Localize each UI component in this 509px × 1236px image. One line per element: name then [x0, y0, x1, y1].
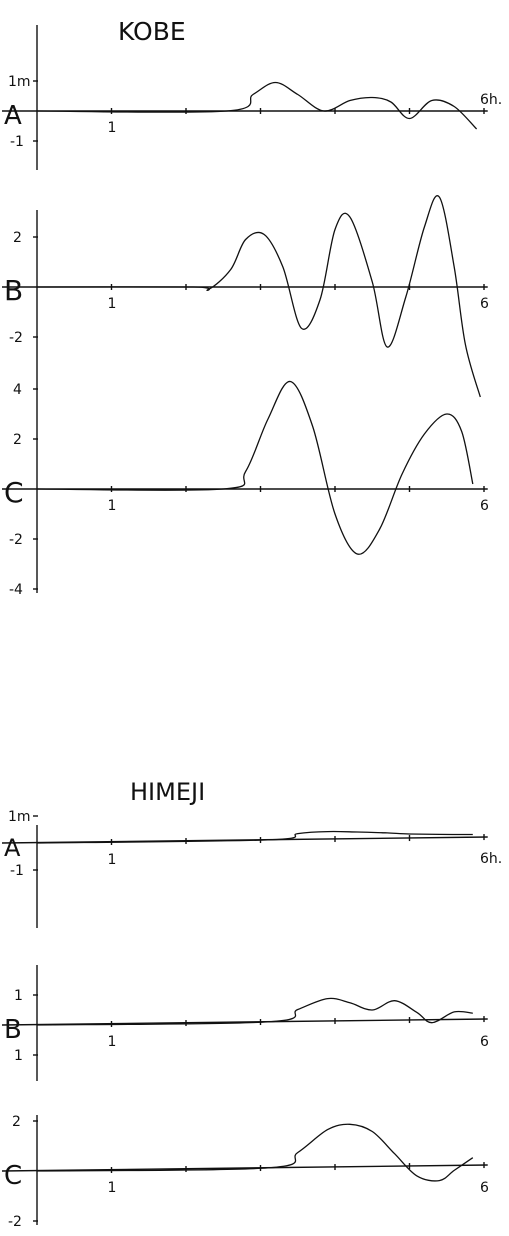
- series-line: [36, 997, 473, 1026]
- x-axis: [1, 1018, 488, 1026]
- x-end-label: 6h.: [480, 92, 502, 108]
- x-tick-label: 6: [480, 1180, 489, 1196]
- panel-letter: C: [4, 476, 24, 509]
- y-tick-label: 1: [14, 1048, 23, 1064]
- x-tick-label: 6: [480, 1034, 489, 1050]
- x-tick-label: 1: [108, 498, 117, 514]
- y-tick-label: -2: [8, 1214, 22, 1230]
- series-line: [36, 81, 478, 130]
- panel-himeji-b: B 1 611: [1, 965, 489, 1081]
- panel-letter: B: [4, 274, 23, 307]
- panel-kobe-a: A 1 6h. 1m -1: [2, 25, 502, 170]
- panel-himeji-a: A 1 6h. 1m -1: [1, 809, 502, 928]
- panel-himeji-c: C 1 6 2 -2: [1, 1114, 489, 1230]
- title-kobe: KOBE: [118, 17, 186, 46]
- title-himeji: HIMEJI: [130, 778, 205, 806]
- y-tick-label: 2: [12, 1114, 21, 1130]
- y-tick-label: -4: [9, 582, 23, 598]
- panel-kobe-b: B 1 6 2 -2: [2, 195, 489, 398]
- series-line: [36, 1123, 474, 1182]
- panel-letter: C: [4, 1161, 22, 1191]
- panel-kobe-c: C 1 6 4 2 -2 -4: [2, 380, 489, 598]
- panel-letter: A: [4, 101, 22, 131]
- x-axis: [1, 1164, 488, 1172]
- series-line: [36, 830, 473, 844]
- y-tick-label: 4: [13, 382, 22, 398]
- y-tick-label: -2: [9, 330, 23, 346]
- series-line: [36, 195, 481, 398]
- y-tick-label: 1m: [8, 809, 31, 825]
- x-tick-label: 1: [108, 852, 117, 868]
- panel-letter: B: [4, 1015, 22, 1045]
- y-tick-label: 1: [14, 988, 23, 1004]
- y-tick-label: -1: [10, 863, 24, 879]
- x-tick-label: 1: [108, 1034, 117, 1050]
- x-tick-label: 6: [480, 498, 489, 514]
- x-tick-label: 1: [108, 120, 117, 136]
- y-tick-label: 2: [13, 432, 22, 448]
- panel-letter: A: [4, 834, 21, 862]
- y-tick-label: -1: [10, 134, 24, 150]
- y-tick-label: -2: [9, 532, 23, 548]
- y-tick-label: 1m: [8, 74, 31, 90]
- x-end-label: 6h.: [480, 851, 502, 867]
- x-tick-label: 1: [108, 1180, 117, 1196]
- y-tick-label: 2: [13, 230, 22, 246]
- x-tick-label: 1: [108, 296, 117, 312]
- series-line: [36, 380, 474, 555]
- x-tick-label: 6: [480, 296, 489, 312]
